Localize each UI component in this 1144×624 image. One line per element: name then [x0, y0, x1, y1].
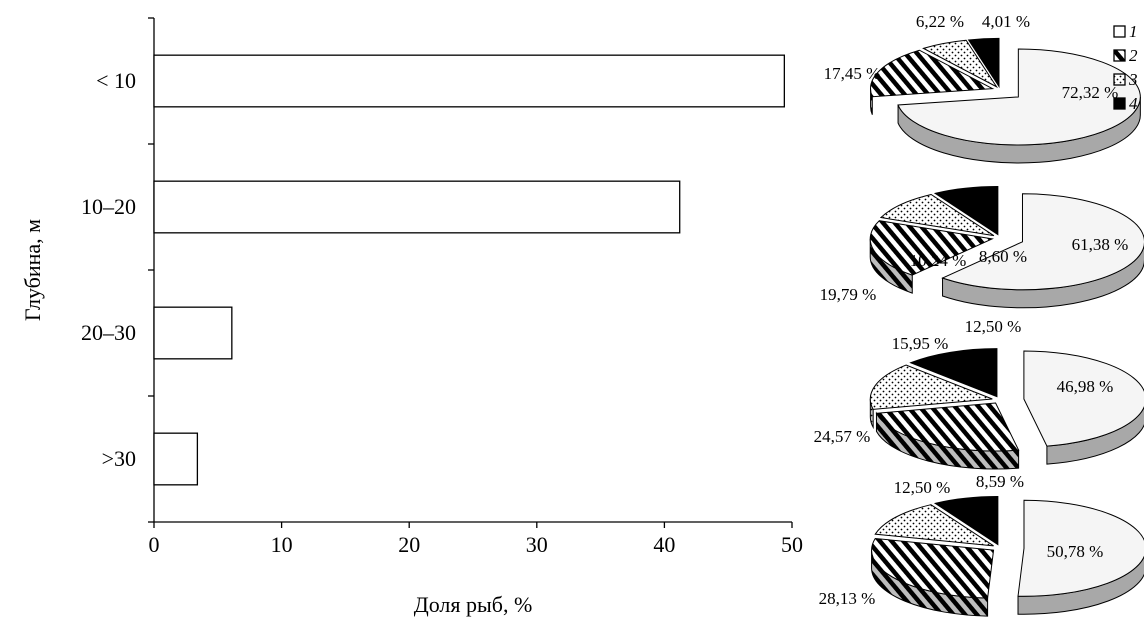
pie-chart: 72,32 % 17,45 % 6,22 % 4,01 % [824, 12, 1141, 164]
bar [153, 54, 785, 108]
pie-slice [941, 193, 1144, 291]
pie-chart: 61,38 % 19,79 % 10,24 % 8,60 % [820, 186, 1144, 309]
pie-chart: 46,98 % 24,57 % 15,95 % 12,50 % [814, 317, 1144, 470]
pie-slice [967, 37, 1000, 89]
pie-slice [933, 186, 999, 236]
pie-slice-label: 17,45 % [824, 64, 881, 83]
pie-slice-label: 8,60 % [979, 247, 1027, 266]
legend-swatch [1113, 49, 1126, 62]
legend-item: 2 [1113, 46, 1138, 65]
pie-slice [897, 48, 1141, 146]
pie-slice [869, 220, 994, 276]
x-tick-label: 0 [149, 532, 160, 557]
pie-slice-label: 46,98 % [1057, 377, 1114, 396]
pie-slice-label: 6,22 % [916, 12, 964, 31]
pie-slice-label: 28,13 % [819, 589, 876, 608]
pie-chart: 50,78 % 28,13 % 12,50 % 8,59 % [819, 472, 1144, 617]
pie-slice [933, 496, 999, 546]
bar [153, 306, 233, 360]
pie-slice-label: 50,78 % [1047, 542, 1104, 561]
pie-slice-label: 72,32 % [1062, 83, 1119, 102]
pie-slice [870, 49, 995, 98]
pie-slice [1023, 350, 1144, 447]
x-tick-label: 30 [526, 532, 548, 557]
legend-label: 1 [1129, 22, 1138, 41]
pie-charts: 72,32 % 17,45 % 6,22 % 4,01 % 61,38 % 19,79 %… [814, 12, 1144, 617]
legend-item: 4 [1113, 94, 1138, 113]
pie-slice-label: 4,01 % [982, 12, 1030, 31]
legend-swatch [1113, 25, 1126, 38]
pie-slice-label: 61,38 % [1072, 235, 1129, 254]
y-tick-label: < 10 [96, 68, 136, 93]
pie-slice [874, 504, 994, 547]
y-tick-label: 20–30 [81, 320, 136, 345]
pie-slice [1017, 499, 1144, 597]
pie-slice [909, 348, 998, 398]
x-tick-label: 50 [781, 532, 803, 557]
legend-item: 3 [1113, 70, 1138, 89]
pie-slice-label: 19,79 % [820, 285, 877, 304]
pie-slice [922, 39, 999, 89]
legend: 1 2 3 4 [1113, 22, 1138, 113]
y-axis-title: Глубина, м [20, 219, 45, 321]
x-axis-title: Доля рыб, % [414, 592, 533, 617]
pie-slice-label: 12,50 % [965, 317, 1022, 336]
bar-chart: < 10 10–20 20–30 >30 0 10 20 30 40 50 Доля рыб, % Г… [20, 17, 803, 617]
legend-label: 3 [1128, 70, 1138, 89]
pie-slice-label: 8,59 % [976, 472, 1024, 491]
pie-slice-label: 12,50 % [894, 478, 951, 497]
x-tick-label: 20 [398, 532, 420, 557]
legend-label: 4 [1129, 94, 1138, 113]
x-tick-label: 10 [271, 532, 293, 557]
pie-slice [879, 193, 995, 237]
legend-swatch [1113, 97, 1126, 110]
x-tick-label: 40 [653, 532, 675, 557]
legend-label: 2 [1129, 46, 1138, 65]
pie-slice [869, 364, 993, 410]
legend-swatch [1113, 73, 1126, 86]
y-tick-label: >30 [102, 446, 136, 471]
bar [153, 180, 681, 234]
legend-item: 1 [1113, 22, 1138, 41]
pie-slice-label: 15,95 % [892, 334, 949, 353]
pie-slice [875, 402, 1020, 452]
pie-slice-label: 24,57 % [814, 427, 871, 446]
y-tick-label: 10–20 [81, 194, 136, 219]
bar [153, 432, 199, 486]
pie-slice-label: 10,24 % [910, 251, 967, 270]
pie-slice [871, 537, 995, 599]
